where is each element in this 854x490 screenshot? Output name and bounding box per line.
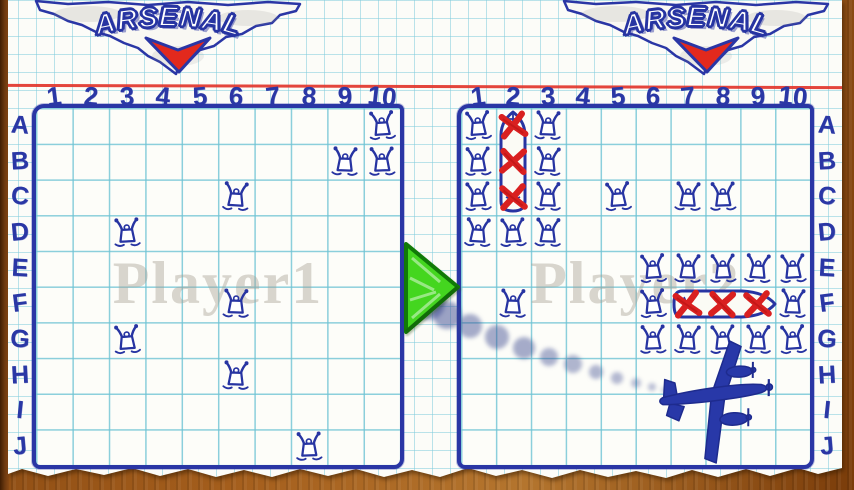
- right-board-row-letter: B: [817, 146, 837, 176]
- miss-splash-icon: [221, 287, 252, 320]
- right-board-row-letter: C: [816, 181, 838, 212]
- hit-x-icon: [496, 180, 531, 215]
- smoke-puff: [564, 355, 582, 373]
- miss-splash-icon: [111, 322, 143, 356]
- hit-x-icon: [740, 287, 775, 322]
- left-board-row-letter: A: [10, 110, 31, 140]
- right-board-row-letter: H: [817, 360, 837, 390]
- hit-x-icon: [495, 107, 532, 144]
- miss-splash-icon: [330, 144, 361, 177]
- smoke-puff: [458, 314, 482, 338]
- right-board-row-letter: F: [817, 288, 837, 319]
- smoke-puff: [485, 325, 509, 349]
- miss-splash-icon: [463, 144, 494, 177]
- miss-splash-icon: [498, 287, 529, 320]
- right-board-row-letter: A: [817, 110, 838, 140]
- left-board-row-letter: G: [9, 324, 31, 354]
- arsenal-letter: E: [158, 0, 179, 33]
- miss-splash-icon: [462, 215, 494, 249]
- wood-desk-edge: [0, 0, 9, 490]
- smoke-puff: [513, 337, 535, 359]
- right-board-row-letter: D: [816, 217, 838, 247]
- arsenal-letter: N: [706, 0, 731, 35]
- miss-splash-icon: [742, 251, 774, 285]
- right-board-row-letter: I: [822, 396, 832, 425]
- right-board-row-letter: J: [818, 431, 836, 461]
- right-board-grid[interactable]: [457, 104, 814, 469]
- right-board-row-letter: G: [816, 324, 838, 354]
- left-board-row-letter: B: [10, 146, 30, 176]
- left-board-row-letter: F: [10, 288, 30, 319]
- miss-splash-icon: [707, 251, 738, 284]
- miss-splash-icon: [672, 180, 703, 213]
- left-board-row-letter: D: [9, 217, 31, 247]
- arsenal-letter: R: [642, 2, 668, 37]
- smoke-puff: [648, 383, 656, 391]
- banner-red-arrow-icon: [672, 36, 740, 74]
- left-board-col-number: 9: [337, 80, 354, 112]
- arsenal-letter: E: [686, 0, 707, 33]
- miss-splash-icon: [533, 180, 564, 213]
- miss-splash-icon: [777, 287, 808, 320]
- arsenal-letter: S: [665, 1, 687, 35]
- miss-splash-icon: [532, 144, 564, 178]
- hit-x-icon: [705, 287, 740, 322]
- banner-red-arrow-icon: [144, 36, 212, 74]
- miss-splash-icon: [366, 144, 397, 177]
- miss-splash-icon: [637, 286, 669, 320]
- left-board-row-letter: I: [15, 396, 25, 425]
- hit-x-icon: [669, 286, 706, 323]
- bomber-plane-icon: [659, 340, 774, 464]
- miss-splash-icon: [463, 179, 495, 213]
- miss-splash-icon: [777, 251, 809, 285]
- miss-splash-icon: [637, 251, 669, 285]
- left-board-row-letter: E: [10, 253, 30, 283]
- arsenal-letter: N: [178, 0, 203, 35]
- left-board-row-letter: J: [11, 431, 29, 461]
- miss-splash-icon: [111, 215, 143, 249]
- smoke-puff: [589, 365, 603, 379]
- arsenal-letter: S: [137, 1, 159, 35]
- turn-arrow-icon: [404, 242, 460, 334]
- left-board-row-letter: C: [9, 181, 31, 212]
- miss-splash-icon: [533, 108, 564, 141]
- arsenal-letter: A: [91, 5, 119, 42]
- miss-splash-icon: [294, 430, 325, 463]
- left-board-row-letter: H: [10, 360, 30, 390]
- miss-splash-icon: [221, 358, 252, 391]
- arsenal-letter: R: [114, 2, 140, 37]
- hit-x-icon: [496, 144, 531, 179]
- arsenal-letter: A: [619, 5, 647, 42]
- miss-splash-icon: [498, 215, 530, 249]
- miss-splash-icon: [220, 179, 252, 213]
- miss-splash-icon: [533, 215, 564, 248]
- miss-splash-icon: [672, 251, 703, 284]
- miss-splash-icon: [776, 322, 808, 356]
- smoke-puff: [540, 348, 558, 366]
- miss-splash-icon: [707, 180, 738, 213]
- miss-splash-icon: [462, 108, 494, 142]
- smoke-puff: [631, 378, 641, 388]
- right-board-row-letter: E: [817, 253, 837, 283]
- miss-splash-icon: [602, 179, 634, 213]
- smoke-puff: [611, 372, 623, 384]
- miss-splash-icon: [366, 108, 398, 142]
